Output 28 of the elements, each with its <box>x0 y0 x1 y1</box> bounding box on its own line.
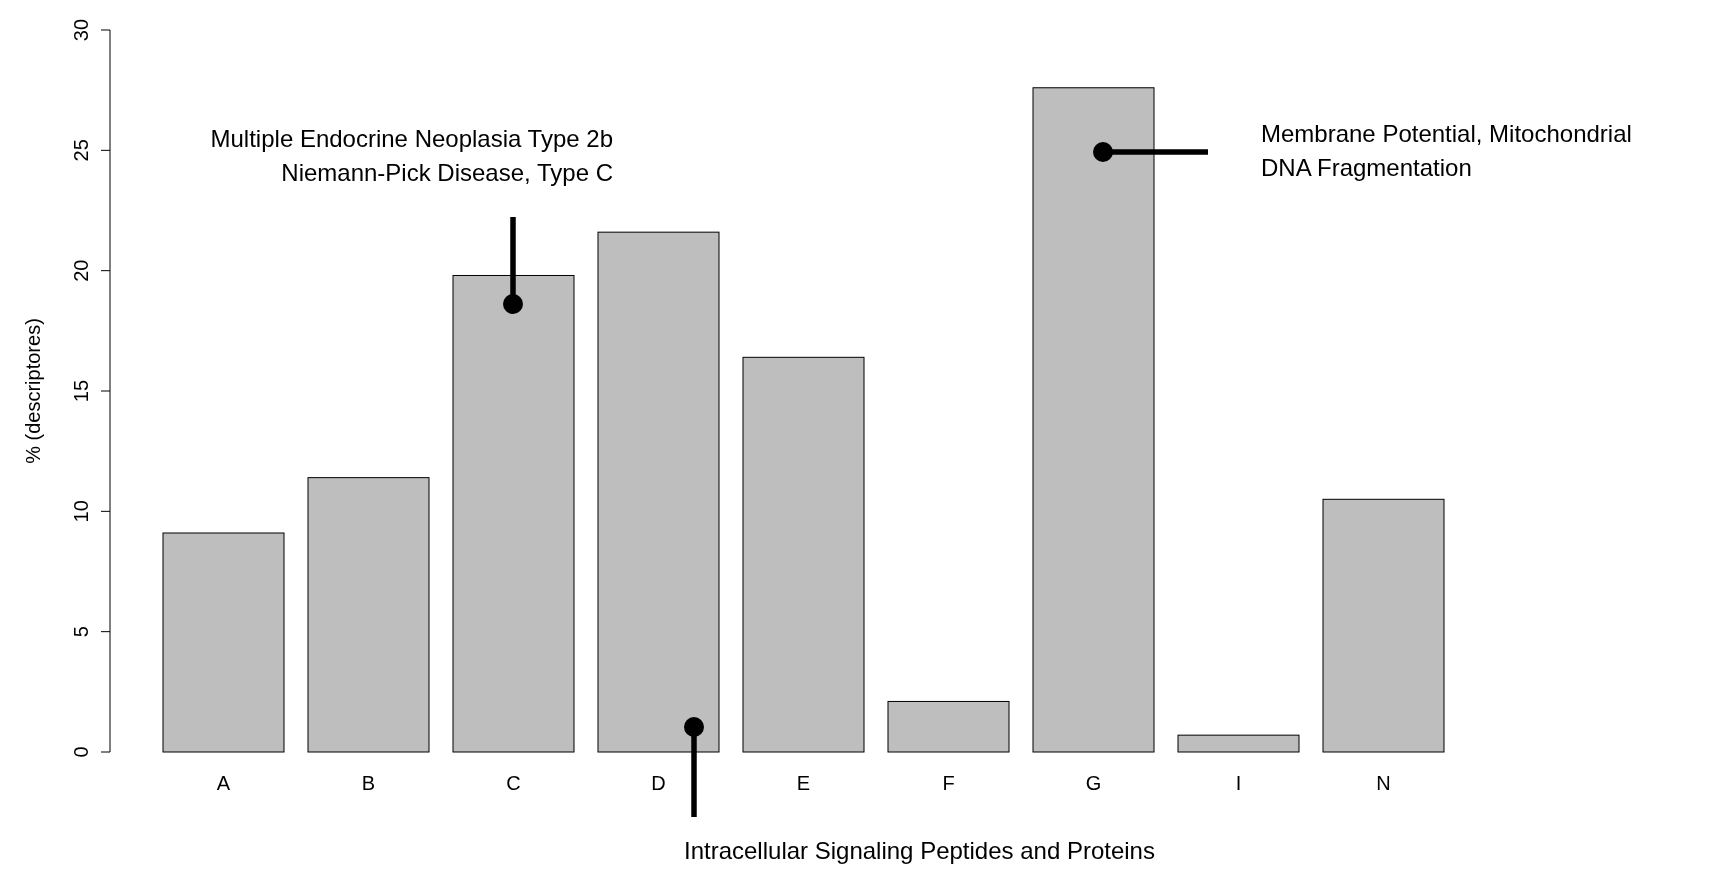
y-tick-label: 20 <box>70 259 92 282</box>
y-axis-title: % (descriptores) <box>22 318 44 464</box>
annotation: Membrane Potential, Mitochondrial DNA Fragmentation <box>1261 120 1632 181</box>
bar <box>307 477 430 753</box>
annotation: Multiple Endocrine Neoplasia Type 2b Niemann-Pick Disease, Type C <box>210 125 613 186</box>
x-tick-label: B <box>361 772 376 794</box>
bar <box>1322 498 1445 753</box>
x-tick-label: N <box>1376 772 1391 794</box>
x-tick-label: E <box>796 772 811 794</box>
x-tick-label: F <box>942 772 955 794</box>
x-tick-label: A <box>216 772 231 794</box>
x-tick-label: G <box>1085 772 1102 794</box>
bar <box>887 700 1010 753</box>
y-tick-label: 25 <box>70 139 92 162</box>
y-tick-label: 30 <box>70 18 92 42</box>
bar <box>452 274 575 753</box>
x-tick-label: I <box>1235 772 1242 794</box>
bar <box>597 231 720 753</box>
y-tick-label: 10 <box>70 500 92 523</box>
x-tick-label: C <box>506 772 521 794</box>
bar <box>1177 734 1300 753</box>
text: Intracellular Signaling Peptides and Proteins <box>684 837 1155 864</box>
y-tick-label: 15 <box>70 379 92 403</box>
y-tick-label: 0 <box>70 746 92 758</box>
y-tick-label: 5 <box>70 626 92 638</box>
bar <box>162 532 285 753</box>
bar <box>742 356 865 753</box>
x-tick-label: D <box>651 772 666 794</box>
